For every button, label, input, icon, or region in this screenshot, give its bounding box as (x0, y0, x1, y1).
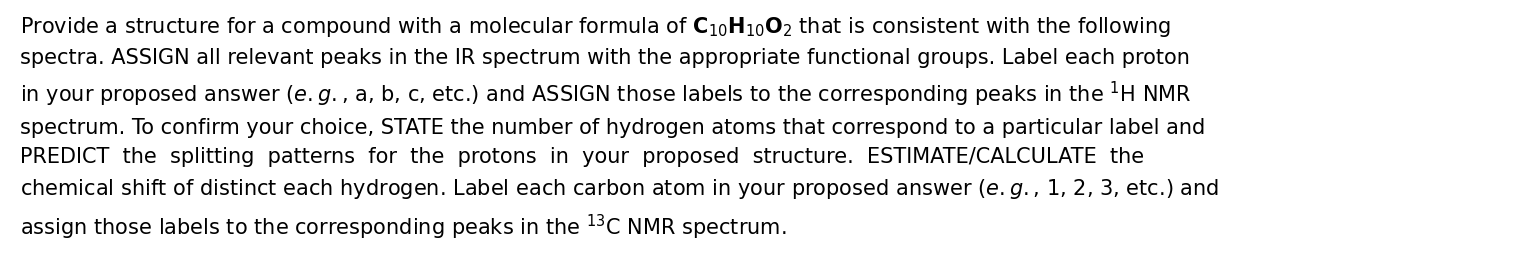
Text: Provide a structure for a compound with a molecular formula of $\mathbf{C}_{10}\: Provide a structure for a compound with … (20, 15, 1219, 242)
